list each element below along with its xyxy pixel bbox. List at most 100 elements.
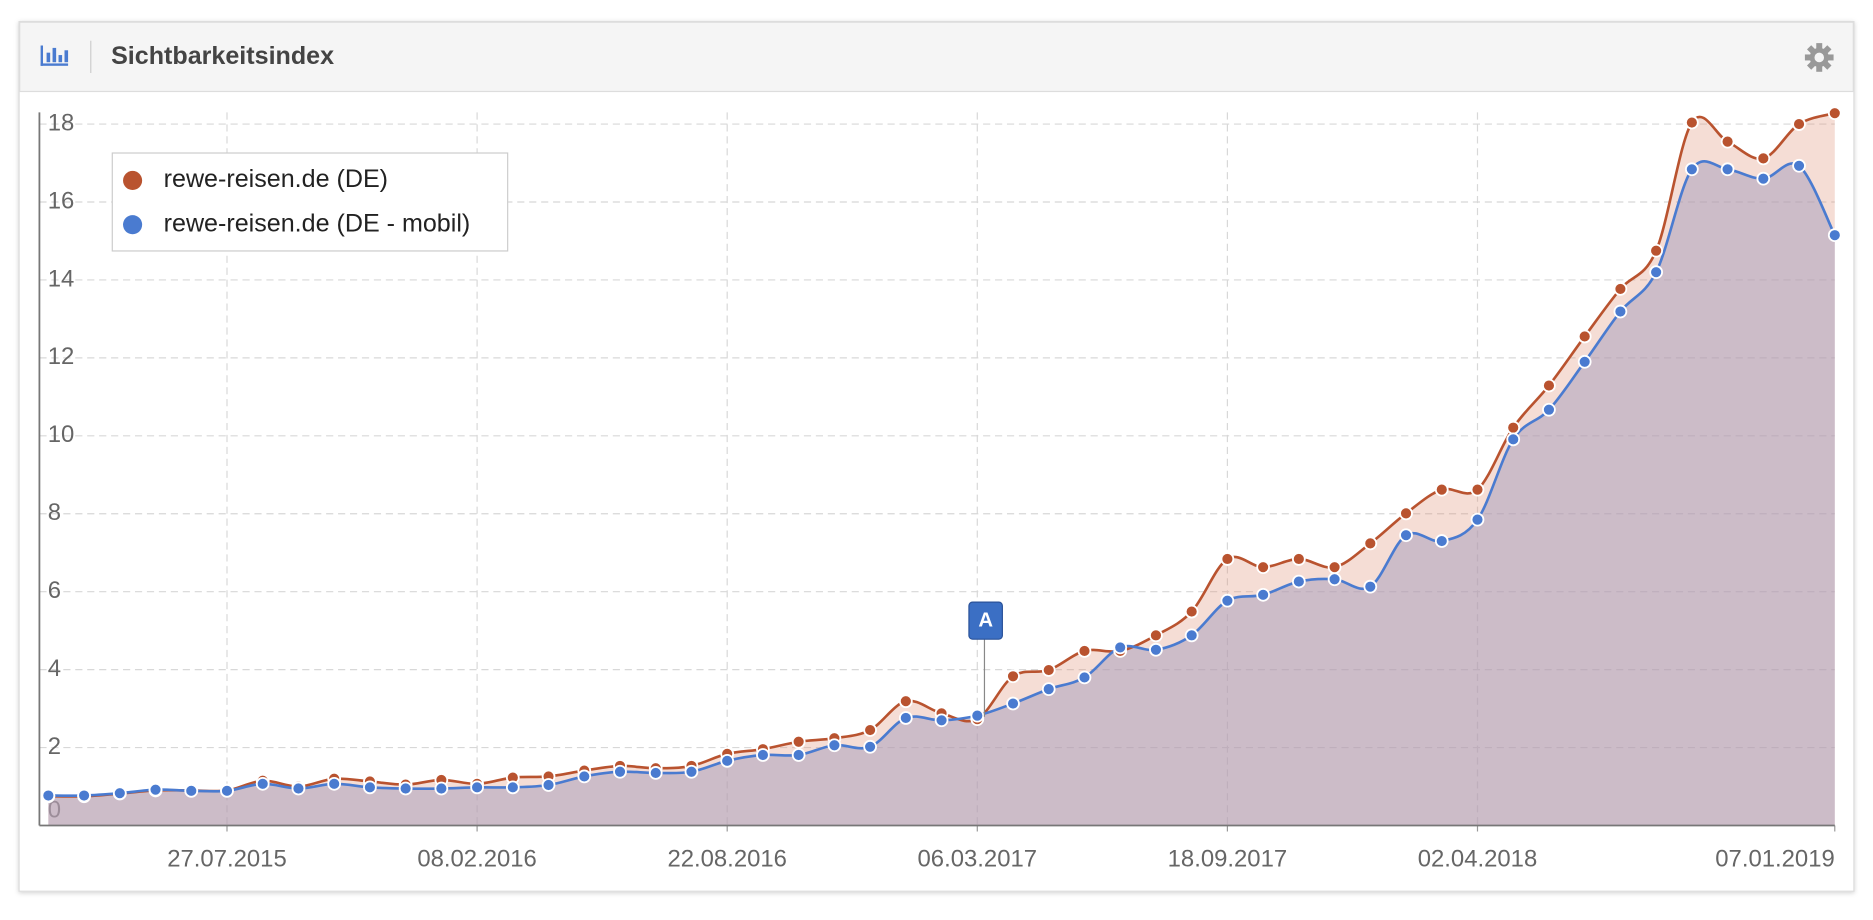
data-point: [541, 778, 556, 792]
data-point: [1149, 642, 1163, 657]
data-point: [1077, 670, 1092, 685]
data-point: [970, 708, 985, 723]
data-point: [1327, 572, 1342, 587]
data-point: [1827, 106, 1842, 121]
x-tick-label: 02.04.2018: [1418, 845, 1538, 872]
data-point: [1470, 482, 1485, 497]
data-point: [1399, 528, 1413, 543]
data-point: [791, 734, 806, 749]
data-point: [1041, 682, 1056, 697]
y-tick-label: 16: [48, 187, 75, 214]
data-point: [1613, 282, 1628, 296]
data-point: [398, 781, 413, 796]
data-point: [1577, 354, 1592, 369]
data-point: [791, 748, 806, 762]
data-point: [1506, 432, 1521, 447]
data-point: [1113, 640, 1128, 655]
data-point: [827, 738, 842, 753]
legend-marker: [123, 215, 143, 235]
data-point: [505, 780, 520, 795]
data-point: [1291, 552, 1306, 566]
y-tick-label: 2: [48, 733, 61, 760]
data-point: [220, 783, 234, 798]
data-point: [1327, 560, 1342, 575]
data-point: [756, 748, 770, 762]
data-point: [1684, 115, 1699, 130]
data-point: [1041, 663, 1056, 677]
settings-icon[interactable]: [1804, 43, 1834, 72]
data-point: [1184, 628, 1199, 643]
data-point: [1720, 134, 1735, 149]
data-point: [434, 781, 449, 796]
data-point: [648, 766, 663, 780]
data-point: [1006, 696, 1020, 711]
chart-icon[interactable]: [40, 45, 69, 66]
data-point: [41, 788, 56, 803]
data-point: [898, 711, 913, 725]
data-point: [1256, 587, 1270, 602]
data-point: [1363, 536, 1378, 551]
data-point: [1184, 604, 1199, 619]
x-tick-label: 18.09.2017: [1168, 845, 1288, 872]
data-point: [1399, 506, 1413, 521]
y-tick-label: 8: [48, 499, 61, 526]
y-tick-label: 18: [48, 109, 75, 136]
data-point: [1256, 560, 1270, 575]
data-point: [1149, 628, 1163, 643]
data-point: [1792, 117, 1806, 131]
data-point: [1684, 162, 1699, 177]
data-point: [291, 781, 306, 796]
annotation-flag: [968, 601, 1003, 640]
data-point: [684, 764, 699, 779]
data-point: [720, 753, 735, 768]
y-tick-label: 4: [48, 655, 61, 682]
y-tick-label: 6: [48, 577, 61, 604]
x-tick-label: 08.02.2016: [417, 845, 537, 872]
data-point: [77, 788, 91, 803]
data-point: [1363, 579, 1378, 594]
y-tick-label: 12: [48, 343, 75, 370]
data-point: [898, 694, 913, 709]
data-point: [255, 776, 270, 791]
legend-box: [111, 152, 509, 252]
data-point: [613, 764, 627, 779]
data-point: [1542, 402, 1556, 417]
data-point: [863, 739, 877, 754]
data-point: [1506, 420, 1521, 435]
plot: 02468101214161827.07.201508.02.201622.08…: [38, 106, 1842, 872]
annotation-label: A: [978, 610, 993, 632]
data-point: [1434, 534, 1449, 548]
data-point: [470, 780, 484, 795]
data-point: [577, 769, 592, 784]
data-point: [1827, 228, 1842, 243]
data-point: [1649, 265, 1664, 280]
x-tick-label: 06.03.2017: [918, 845, 1038, 872]
data-point: [1613, 304, 1628, 319]
data-point: [1220, 552, 1235, 566]
data-point: [327, 776, 342, 791]
data-point: [1577, 329, 1592, 344]
x-tick-label: 22.08.2016: [667, 845, 787, 872]
x-tick-label: 27.07.2015: [167, 845, 287, 872]
widget-title: Sichtbarkeitsindex: [111, 42, 334, 70]
data-point: [1542, 378, 1556, 393]
data-point: [363, 780, 377, 795]
data-point: [934, 713, 949, 728]
legend-label: rewe-reisen.de (DE): [164, 165, 388, 193]
data-point: [1649, 243, 1664, 258]
data-point: [112, 786, 127, 801]
data-point: [148, 782, 163, 797]
legend-marker: [123, 170, 143, 191]
data-point: [1720, 162, 1735, 177]
data-point: [1434, 482, 1449, 497]
data-point: [1756, 171, 1771, 186]
data-point: [1470, 512, 1485, 527]
data-point: [1792, 158, 1806, 173]
x-tick-label: 07.01.2019: [1715, 845, 1835, 872]
data-point: [1077, 644, 1092, 658]
legend-label: rewe-reisen.de (DE - mobil): [164, 209, 471, 237]
series-area: [48, 161, 1835, 826]
data-point: [1756, 151, 1771, 166]
